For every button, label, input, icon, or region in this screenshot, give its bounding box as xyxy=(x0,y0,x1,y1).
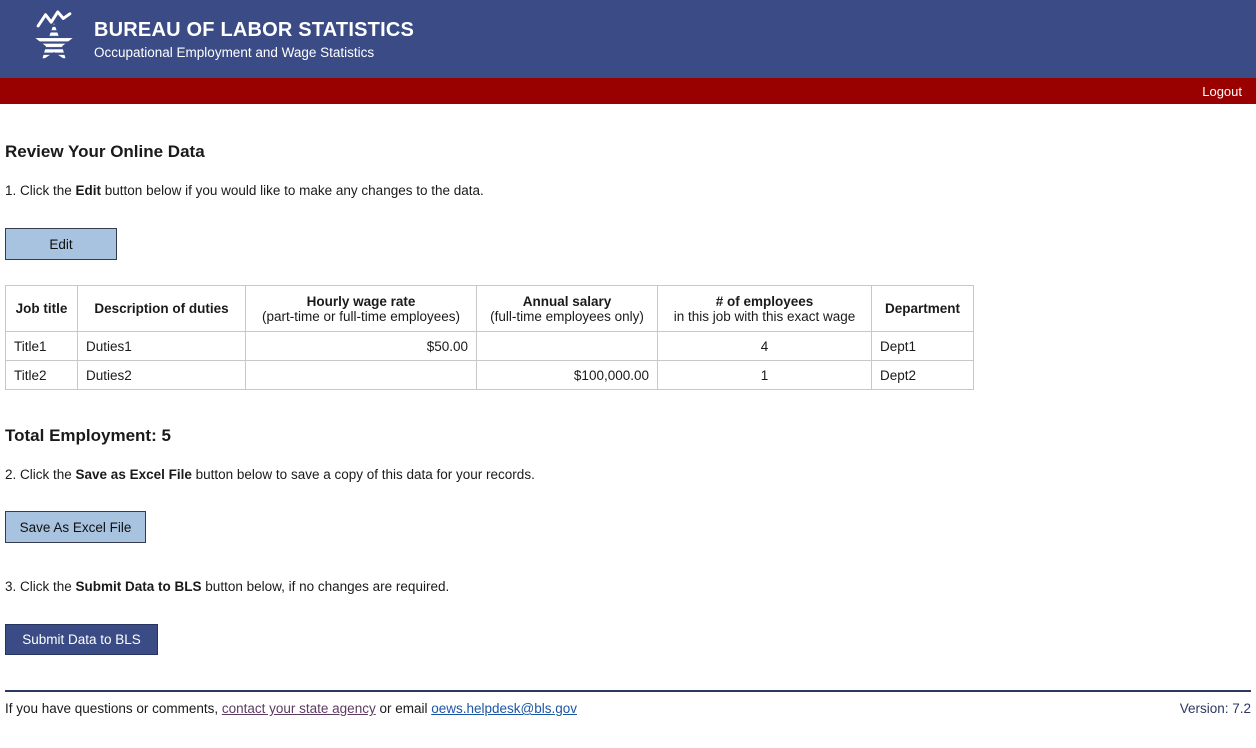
cell-annual-salary: $100,000.00 xyxy=(476,360,658,390)
table-header-row: Job title Description of duties Hourly w… xyxy=(5,285,974,332)
table-row: Title1 Duties1 $50.00 4 Dept1 xyxy=(5,331,974,361)
step2-text-prefix: 2. Click the xyxy=(5,467,76,482)
cell-department: Dept2 xyxy=(871,360,974,390)
app-subtitle: Occupational Employment and Wage Statist… xyxy=(94,45,375,60)
step3-text-suffix: button below, if no changes are required… xyxy=(201,579,450,594)
col-header-department: Department xyxy=(871,285,974,332)
cell-job-title: Title1 xyxy=(5,331,78,361)
step1-text-suffix: button below if you would like to make a… xyxy=(101,183,484,198)
app-header: BUREAU OF LABOR STATISTICS Occupational … xyxy=(0,0,1256,78)
logout-link[interactable]: Logout xyxy=(1202,83,1242,99)
col-header-hourly-wage: Hourly wage rate (part-time or full-time … xyxy=(245,285,477,332)
step2-instruction: 2. Click the Save as Excel File button b… xyxy=(5,467,1251,482)
page-title: Review Your Online Data xyxy=(5,142,205,161)
footer-text-prefix: If you have questions or comments, xyxy=(5,701,222,716)
cell-hourly-wage: $50.00 xyxy=(245,331,477,361)
step1-text-prefix: 1. Click the xyxy=(5,183,76,198)
step1-instruction: 1. Click the Edit button below if you wo… xyxy=(5,183,1251,198)
col-header-annual-salary: Annual salary (full-time employees only) xyxy=(476,285,658,332)
col-header-job-title: Job title xyxy=(5,285,78,332)
app-title: BUREAU OF LABOR STATISTICS xyxy=(94,19,415,41)
page-footer: If you have questions or comments, conta… xyxy=(5,690,1251,716)
helpdesk-email-link[interactable]: oews.helpdesk@bls.gov xyxy=(431,701,578,716)
table-row: Title2 Duties2 $100,000.00 1 Dept2 xyxy=(5,360,974,390)
footer-text-middle: or email xyxy=(375,701,432,716)
bls-star-logo-icon xyxy=(34,10,74,61)
nav-bar: Logout xyxy=(0,78,1256,104)
state-agency-link[interactable]: contact your state agency xyxy=(221,701,376,716)
step1-text-bold: Edit xyxy=(75,183,102,198)
submit-data-button[interactable]: Submit Data to BLS xyxy=(5,624,158,655)
cell-duties: Duties1 xyxy=(77,331,246,361)
save-as-excel-button[interactable]: Save As Excel File xyxy=(5,511,146,543)
cell-annual-salary xyxy=(476,331,658,361)
step2-text-bold: Save as Excel File xyxy=(75,467,192,482)
footer-help-text: If you have questions or comments, conta… xyxy=(5,701,577,716)
cell-duties: Duties2 xyxy=(77,360,246,390)
cell-employees: 4 xyxy=(657,331,872,361)
version-label: Version: 7.2 xyxy=(1179,701,1251,716)
cell-department: Dept1 xyxy=(871,331,974,361)
col-header-employees: # of employees in this job with this exac… xyxy=(657,285,872,332)
total-employment-label: Total Employment: 5 xyxy=(5,426,171,445)
step3-instruction: 3. Click the Submit Data to BLS button b… xyxy=(5,579,1251,594)
edit-button[interactable]: Edit xyxy=(5,228,117,260)
cell-job-title: Title2 xyxy=(5,360,78,390)
step3-text-bold: Submit Data to BLS xyxy=(75,579,202,594)
step3-text-prefix: 3. Click the xyxy=(5,579,76,594)
main-content: Review Your Online Data 1. Click the Edi… xyxy=(0,142,1256,655)
step2-text-suffix: button below to save a copy of this data… xyxy=(191,467,535,482)
cell-employees: 1 xyxy=(657,360,872,390)
cell-hourly-wage xyxy=(245,360,477,390)
wage-data-table: Job title Description of duties Hourly w… xyxy=(5,285,974,390)
col-header-duties: Description of duties xyxy=(77,285,246,332)
